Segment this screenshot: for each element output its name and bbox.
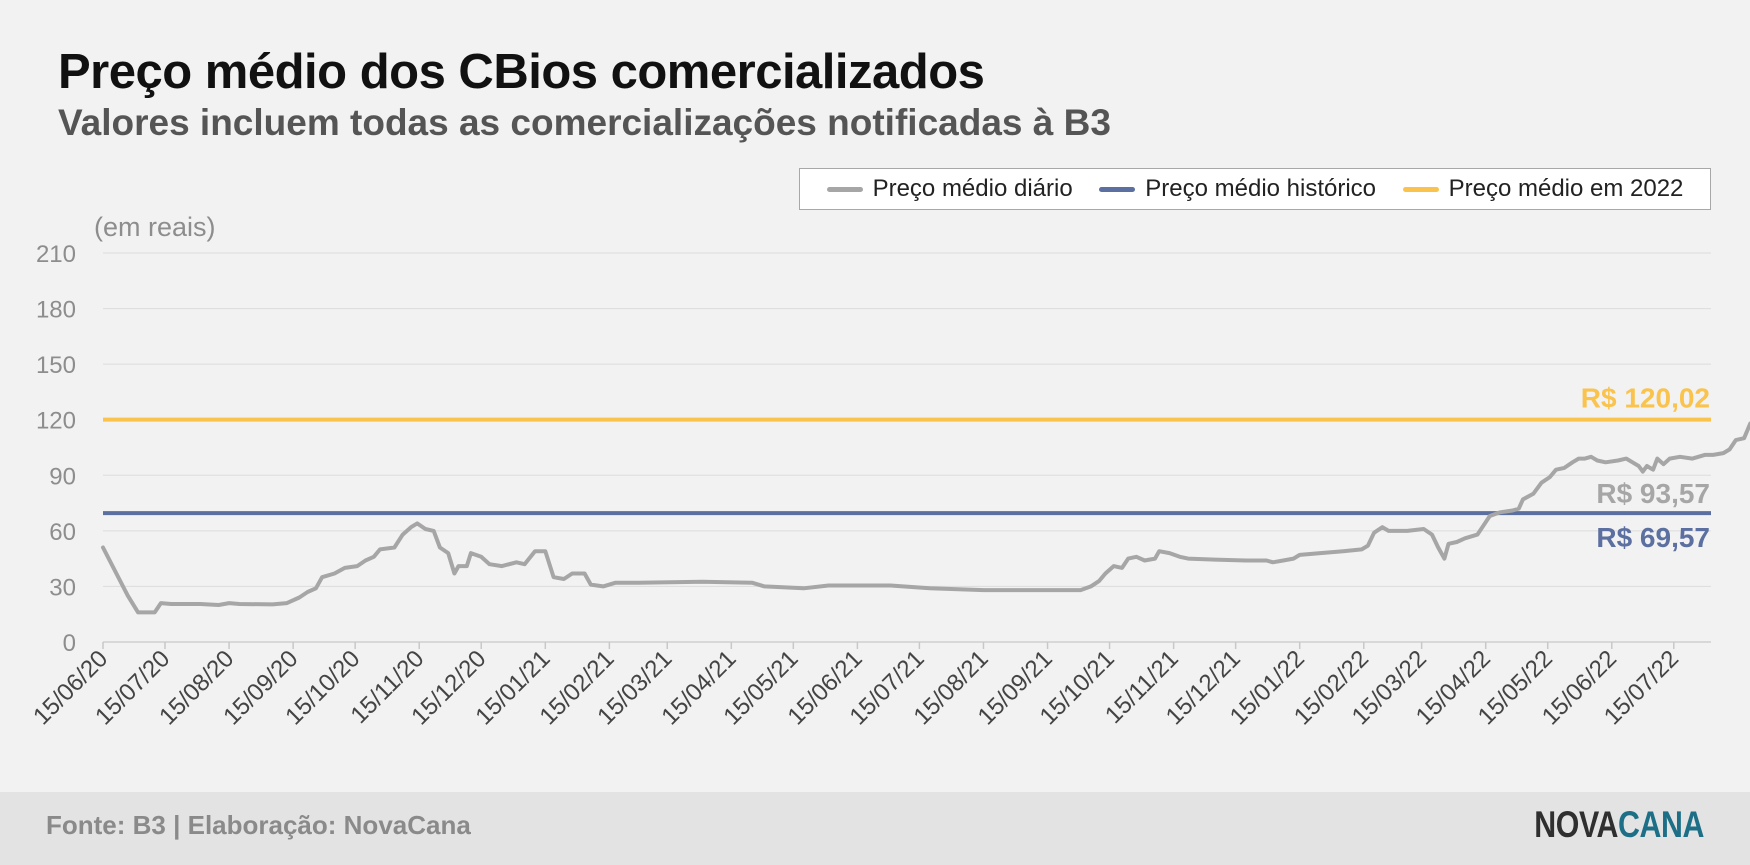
label-average-2022: R$ 120,02 <box>1581 383 1710 414</box>
y-tick-label: 60 <box>49 519 76 546</box>
chart-subtitle: Valores incluem todas as comercializaçõe… <box>58 102 1111 143</box>
reference-lines <box>103 417 1711 516</box>
x-axis-ticks: 15/06/2015/07/2015/08/2015/09/2015/10/20… <box>28 642 1684 730</box>
y-tick-label: 90 <box>49 463 76 490</box>
legend-label-historic: Preço médio histórico <box>1145 175 1377 202</box>
label-last-daily-price: R$ 93,57 <box>1596 478 1710 509</box>
legend-swatch-2022 <box>1402 186 1439 192</box>
y-tick-label: 180 <box>36 297 76 324</box>
legend-item-historic: Preço médio histórico <box>1099 175 1376 203</box>
legend-label-daily: Preço médio diário <box>872 175 1073 202</box>
series-line-daily-price <box>101 421 1750 615</box>
y-tick-label: 150 <box>36 352 76 379</box>
novacana-logo: NOVACANA <box>1534 804 1704 846</box>
legend-item-daily: Preço médio diário <box>826 175 1073 203</box>
value-labels: R$ 120,02 R$ 93,57 R$ 69,57 <box>1581 383 1710 553</box>
footer-bar: Fonte: B3 | Elaboração: NovaCana NOVACAN… <box>0 792 1750 865</box>
y-tick-label: 120 <box>36 408 76 435</box>
chart-title: Preço médio dos CBios comercializados <box>58 45 985 99</box>
source-credit: Fonte: B3 | Elaboração: NovaCana <box>46 810 471 840</box>
logo-text-cana: CANA <box>1617 804 1704 845</box>
legend-swatch-historic <box>1099 186 1136 192</box>
y-tick-label: 30 <box>49 574 76 601</box>
y-axis-ticks: 0 30 60 90 120 150 180 210 <box>36 241 76 657</box>
chart-legend: Preço médio diário Preço médio histórico… <box>799 168 1711 210</box>
logo-text-nova: NOVA <box>1534 804 1618 845</box>
line-chart: 0 30 60 90 120 150 180 210 15/06/2015/07/2015/0… <box>28 241 1750 730</box>
label-historic-average: R$ 69,57 <box>1596 522 1710 553</box>
y-axis-unit-label: (em reais) <box>94 212 216 242</box>
legend-label-2022: Preço médio em 2022 <box>1448 175 1684 202</box>
legend-swatch-daily <box>826 186 863 192</box>
y-tick-label: 210 <box>36 241 76 268</box>
legend-item-2022: Preço médio em 2022 <box>1402 175 1684 203</box>
y-tick-label: 0 <box>63 630 76 657</box>
series-lines <box>101 421 1750 615</box>
